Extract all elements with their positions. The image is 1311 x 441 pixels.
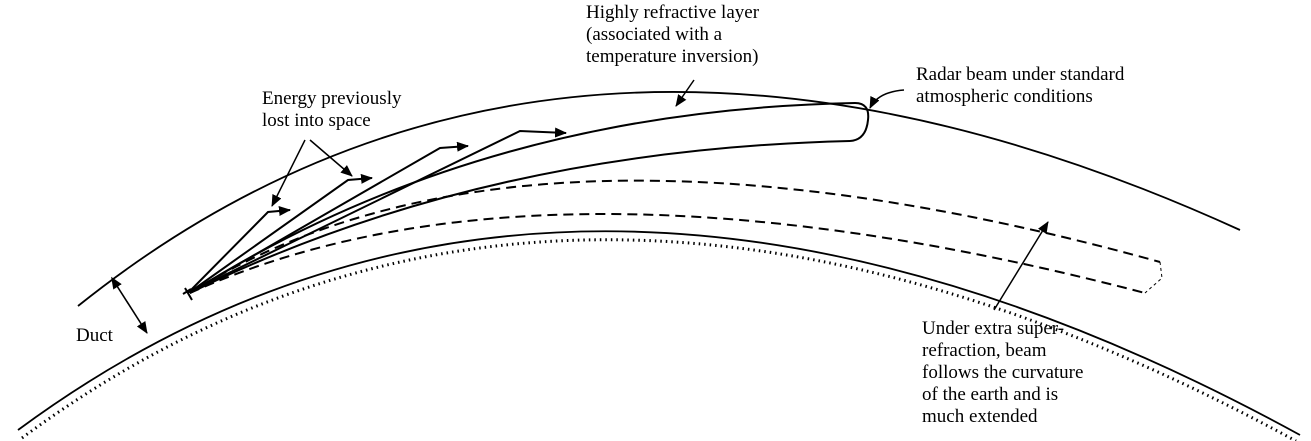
super-refracted-beam-upper [189, 179, 1161, 294]
refractive-layer-leader [675, 79, 695, 107]
refractive-layer-label: Highly refractive layer (associated with… [586, 2, 760, 67]
energy-ray-2 [189, 173, 373, 293]
super-refraction-leader [993, 221, 1049, 311]
super-refracted-beam-lower [189, 213, 1146, 294]
standard-beam-lower [189, 140, 851, 294]
radar-antenna-icon [182, 287, 193, 301]
earth-surface-line [17, 230, 1301, 436]
energy-lost-leader-1 [271, 139, 306, 207]
energy-lost-leader-2 [309, 139, 353, 177]
energy-lost-label: Energy previously lost into space [262, 88, 402, 131]
energy-ray-3 [191, 141, 469, 292]
energy-ray-4 [193, 127, 567, 291]
standard-beam-leader [869, 89, 905, 109]
energy-ray-1 [187, 206, 291, 294]
refractive-layer-line [77, 91, 1241, 307]
standard-beam-label: Radar beam under standard atmospheric co… [916, 64, 1125, 107]
duct-label: Duct [76, 325, 113, 346]
super-refracted-beam-end [1144, 261, 1163, 294]
earth-ground-hatching [21, 238, 1297, 441]
standard-beam-upper [189, 101, 870, 294]
duct-double-arrow [111, 276, 148, 334]
super-refraction-label: Under extra super- refraction, beam foll… [922, 318, 1084, 427]
